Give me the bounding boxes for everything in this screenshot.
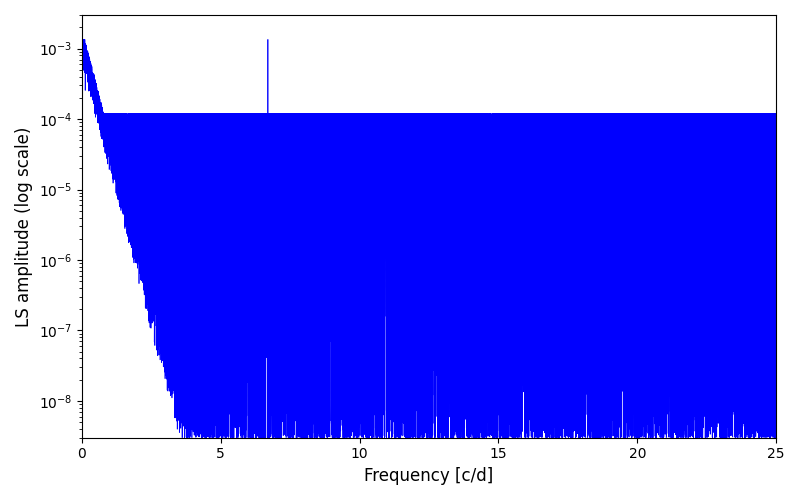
Y-axis label: LS amplitude (log scale): LS amplitude (log scale) — [15, 126, 33, 326]
X-axis label: Frequency [c/d]: Frequency [c/d] — [364, 467, 494, 485]
